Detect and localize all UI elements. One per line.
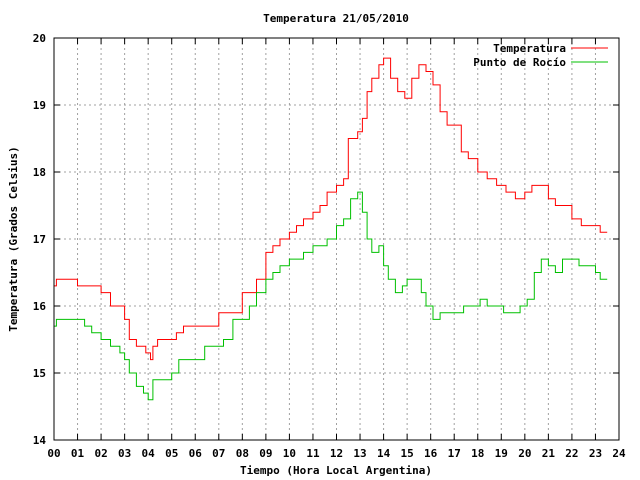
tick-labels: 00 01 02 03 04 05 06 07 08 09 10 11 12 13 14 15 16 17 18 19… [33,32,626,460]
x-tick-label: 16 [424,447,438,460]
x-tick-label: 07 [212,447,225,460]
legend-label-temperatura: Temperatura [493,42,566,55]
x-tick-label: 05 [165,447,178,460]
legend-label-rocio: Punto de Rocío [473,56,566,69]
x-tick-label: 18 [471,447,484,460]
x-tick-label: 02 [94,447,107,460]
x-tick-label: 01 [71,447,85,460]
x-tick-label: 08 [236,447,249,460]
x-tick-label: 21 [542,447,556,460]
x-tick-label: 23 [589,447,602,460]
x-tick-label: 15 [401,447,414,460]
y-tick-label: 15 [33,367,46,380]
y-tick-label: 17 [33,233,46,246]
x-tick-label: 22 [565,447,578,460]
x-tick-label: 03 [118,447,131,460]
x-tick-label: 11 [306,447,320,460]
y-tick-label: 18 [33,166,46,179]
y-axis-label: Temperatura (Grados Celsius) [7,146,20,331]
x-tick-label: 04 [142,447,156,460]
y-tick-label: 16 [33,300,47,313]
axis-ticks [53,37,620,441]
series-line-rocio [54,191,608,401]
x-tick-label: 14 [377,447,391,460]
y-tick-label: 20 [33,32,46,45]
x-tick-label: 00 [47,447,60,460]
x-tick-label: 19 [495,447,508,460]
x-tick-label: 13 [353,447,366,460]
legend: Temperatura Punto de Rocío [473,42,608,69]
x-tick-label: 06 [189,447,203,460]
series-line-temperatura [54,57,608,361]
x-tick-label: 10 [283,447,296,460]
chart-title: Temperatura 21/05/2010 [263,12,409,25]
x-tick-label: 17 [448,447,461,460]
series-lines [54,57,608,401]
grid [54,38,619,440]
x-axis-label: Tiempo (Hora Local Argentina) [240,464,432,477]
x-tick-label: 09 [259,447,272,460]
x-tick-label: 12 [330,447,343,460]
y-tick-label: 19 [33,99,46,112]
x-tick-label: 24 [612,447,626,460]
y-tick-label: 14 [33,434,47,447]
x-tick-label: 20 [518,447,531,460]
